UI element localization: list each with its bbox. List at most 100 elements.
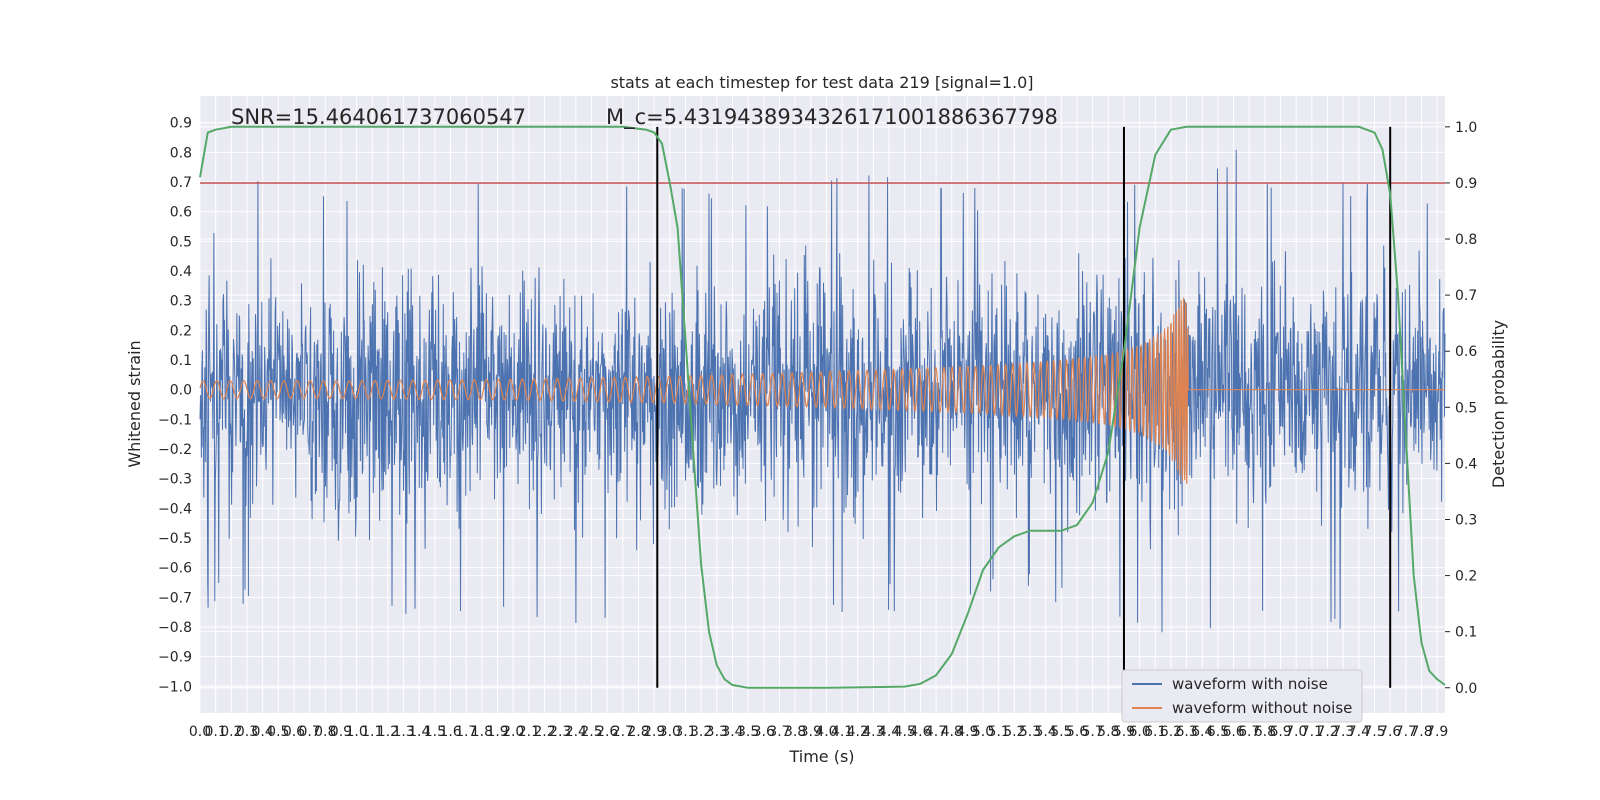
x-tick-label: 7.3 — [1332, 724, 1354, 740]
y-tick-label: 0.9 — [170, 116, 192, 132]
y-tick-label: 0.6 — [170, 205, 192, 221]
x-tick-label: 4.9 — [956, 724, 978, 740]
x-tick-label: 4.4 — [878, 724, 900, 740]
x-tick-label: 1.3 — [392, 724, 414, 740]
x-tick-label: 5.8 — [1097, 724, 1119, 740]
x-tick-label: 6.6 — [1222, 724, 1244, 740]
x-tick-label: 7.6 — [1379, 724, 1401, 740]
x-tick-label: 6.5 — [1207, 724, 1229, 740]
y-tick-label: −1.0 — [158, 679, 192, 695]
y-right-tick-label: 0.1 — [1455, 625, 1477, 641]
y-axis-right-ticks: 0.0 0.1 0.2 0.3 0.4 0.5 0.6 0.7 0.8 0.9 1.0 — [1445, 120, 1477, 697]
series-waveform-without-noise — [199, 297, 1445, 484]
y-right-tick-label: 0.8 — [1455, 232, 1477, 248]
x-tick-label: 3.5 — [737, 724, 759, 740]
x-tick-label: 5.6 — [1066, 724, 1088, 740]
y-tick-label: −0.3 — [158, 472, 192, 488]
x-tick-label: 2.4 — [565, 724, 587, 740]
x-tick-label: 3.0 — [659, 724, 681, 740]
y-tick-label: −0.4 — [158, 501, 192, 517]
legend-box — [1121, 669, 1363, 723]
x-tick-label: 1.2 — [377, 724, 399, 740]
x-tick-label: 3.9 — [800, 724, 822, 740]
x-tick-label: 3.4 — [721, 724, 743, 740]
x-tick-label: 6.1 — [1144, 724, 1166, 740]
x-tick-label: 1.1 — [361, 724, 383, 740]
y-right-tick-label: 0.9 — [1455, 176, 1477, 192]
x-tick-label: 7.4 — [1348, 724, 1370, 740]
x-tick-label: 1.9 — [486, 724, 508, 740]
x-tick-label: 4.8 — [941, 724, 963, 740]
x-tick-label: 1.5 — [424, 724, 446, 740]
x-tick-label: 5.0 — [972, 724, 994, 740]
y-tick-label: 0.0 — [170, 383, 192, 399]
x-tick-label: 0.1 — [205, 724, 227, 740]
x-tick-label: 0.6 — [283, 724, 305, 740]
x-tick-label: 5.5 — [1050, 724, 1072, 740]
x-tick-label: 7.1 — [1301, 724, 1323, 740]
y-tick-label: 0.1 — [170, 353, 192, 369]
x-tick-label: 4.5 — [894, 724, 916, 740]
x-tick-label: 7.9 — [1426, 724, 1448, 740]
x-tick-label: 1.7 — [455, 724, 477, 740]
x-tick-label: 1.0 — [345, 724, 367, 740]
x-tick-label: 5.9 — [1113, 724, 1135, 740]
x-tick-label: 2.9 — [643, 724, 665, 740]
x-tick-label: 0.0 — [189, 724, 211, 740]
x-axis-ticks: 0.00.10.20.30.40.50.60.70.80.91.01.11.21… — [189, 724, 1448, 740]
x-tick-label: 6.0 — [1128, 724, 1150, 740]
y-tick-label: −0.1 — [158, 412, 192, 428]
x-tick-label: 7.7 — [1395, 724, 1417, 740]
x-tick-label: 7.8 — [1410, 724, 1432, 740]
y-right-tick-label: 0.7 — [1455, 288, 1477, 304]
chart-title: stats at each timestep for test data 219… — [610, 73, 1033, 92]
x-tick-label: 6.7 — [1238, 724, 1260, 740]
x-tick-label: 2.0 — [502, 724, 524, 740]
x-tick-label: 1.4 — [408, 724, 430, 740]
x-tick-label: 6.9 — [1269, 724, 1291, 740]
x-tick-label: 5.4 — [1035, 724, 1057, 740]
x-tick-label: 3.3 — [706, 724, 728, 740]
y-right-tick-label: 1.0 — [1455, 120, 1477, 136]
x-tick-label: 0.3 — [236, 724, 258, 740]
y-axis-ticks: −1.0 −0.9 −0.8 −0.7 −0.6 −0.5 −0.4 −0.3 −0.2 −0.1… — [158, 116, 192, 696]
x-tick-label: 7.2 — [1316, 724, 1338, 740]
x-tick-label: 1.8 — [471, 724, 493, 740]
y-tick-label: −0.5 — [158, 531, 192, 547]
y-right-tick-label: 0.6 — [1455, 344, 1477, 360]
y-right-tick-label: 0.0 — [1455, 681, 1477, 697]
series-waveform-with-noise — [199, 149, 1446, 633]
legend: waveform with noise waveform without noi… — [1121, 669, 1363, 723]
y-right-tick-label: 0.5 — [1455, 400, 1477, 416]
x-tick-label: 3.6 — [753, 724, 775, 740]
x-tick-label: 0.7 — [298, 724, 320, 740]
x-tick-label: 4.0 — [815, 724, 837, 740]
x-tick-label: 0.4 — [252, 724, 274, 740]
legend-label-noise: waveform with noise — [1172, 675, 1328, 693]
x-tick-label: 2.8 — [627, 724, 649, 740]
y-axis-right-label: Detection probability — [1489, 320, 1508, 488]
x-tick-label: 0.2 — [220, 724, 242, 740]
y-tick-label: 0.8 — [170, 145, 192, 161]
x-tick-label: 6.8 — [1254, 724, 1276, 740]
x-tick-label: 3.2 — [690, 724, 712, 740]
y-tick-label: 0.7 — [170, 175, 192, 191]
x-tick-label: 3.8 — [784, 724, 806, 740]
x-tick-label: 6.3 — [1175, 724, 1197, 740]
chirp-mass-annotation: M_c=5.4319438934326171001886367798 — [606, 105, 1058, 130]
noise-trace — [199, 149, 1446, 633]
x-tick-label: 5.3 — [1019, 724, 1041, 740]
x-tick-label: 1.6 — [439, 724, 461, 740]
x-tick-label: 4.7 — [925, 724, 947, 740]
y-right-tick-label: 0.4 — [1455, 456, 1477, 472]
x-tick-label: 6.2 — [1160, 724, 1182, 740]
chirp-trace — [199, 297, 1445, 484]
x-tick-label: 0.9 — [330, 724, 352, 740]
x-tick-label: 4.3 — [862, 724, 884, 740]
x-tick-label: 6.4 — [1191, 724, 1213, 740]
x-tick-label: 3.1 — [674, 724, 696, 740]
y-tick-label: 0.2 — [170, 323, 192, 339]
y-right-tick-label: 0.2 — [1455, 569, 1477, 585]
y-tick-label: 0.5 — [170, 234, 192, 250]
